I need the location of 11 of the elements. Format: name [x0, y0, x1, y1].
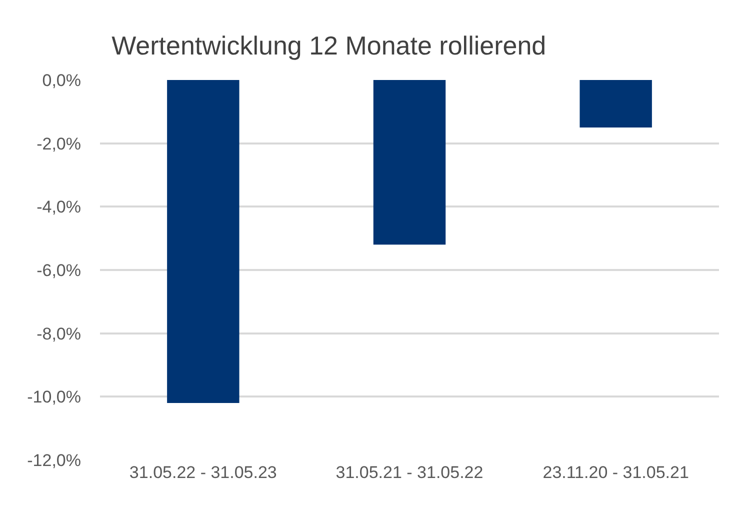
- y-tick-label: -8,0%: [36, 324, 81, 344]
- y-tick-label: 0,0%: [42, 70, 81, 90]
- x-tick-label: 31.05.22 - 31.05.23: [129, 463, 277, 482]
- y-tick-label: -6,0%: [36, 260, 81, 280]
- x-tick-label: 31.05.21 - 31.05.22: [336, 463, 484, 482]
- y-tick-label: -10,0%: [27, 388, 81, 407]
- chart-title: Wertentwicklung 12 Monate rollierend: [112, 30, 546, 60]
- y-tick-label: -4,0%: [36, 198, 81, 217]
- y-tick-label: -12,0%: [27, 450, 81, 470]
- y-tick-label: -2,0%: [36, 134, 81, 154]
- x-tick-label: 23.11.20 - 31.05.21: [542, 463, 689, 482]
